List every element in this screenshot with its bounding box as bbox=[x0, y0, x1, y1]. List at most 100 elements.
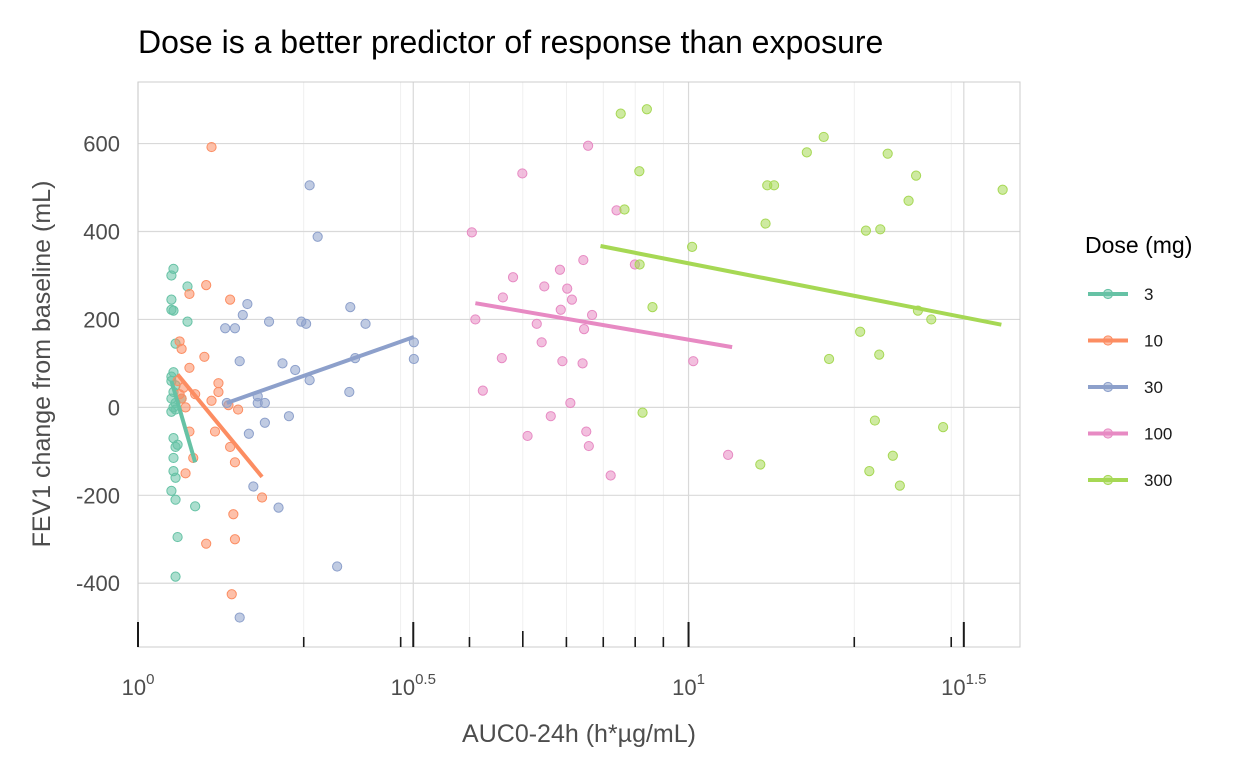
data-point bbox=[497, 292, 508, 303]
fit-line-30-mg bbox=[226, 335, 415, 405]
data-point bbox=[496, 353, 507, 364]
data-point bbox=[926, 314, 937, 325]
data-point bbox=[801, 147, 812, 158]
legend-item: 30 bbox=[1088, 378, 1163, 397]
data-point bbox=[182, 316, 193, 327]
data-point bbox=[229, 323, 241, 334]
data-point bbox=[225, 441, 236, 453]
data-point bbox=[619, 204, 630, 215]
data-point bbox=[243, 428, 254, 439]
plot-panel bbox=[137, 81, 1021, 648]
data-point bbox=[166, 485, 177, 497]
data-point bbox=[823, 353, 835, 365]
legend-item: 100 bbox=[1088, 425, 1172, 444]
data-point bbox=[184, 288, 195, 300]
legend-label: 3 bbox=[1144, 285, 1153, 304]
x-tick-label: 101.5 bbox=[941, 671, 986, 700]
x-axis-title: AUC0-24h (h*µg/mL) bbox=[462, 720, 696, 748]
data-point bbox=[578, 324, 590, 335]
data-point bbox=[345, 302, 356, 313]
data-point bbox=[168, 452, 179, 464]
data-point bbox=[209, 426, 221, 437]
data-point bbox=[201, 538, 212, 549]
data-point bbox=[304, 180, 315, 191]
data-point bbox=[172, 531, 183, 543]
data-point bbox=[168, 263, 179, 274]
data-point bbox=[903, 195, 914, 206]
data-point bbox=[176, 343, 187, 354]
data-point bbox=[170, 571, 181, 582]
data-point bbox=[875, 224, 886, 235]
y-tick-label: -400 bbox=[76, 571, 120, 596]
chart-title: Dose is a better predictor of response t… bbox=[138, 24, 883, 60]
data-point bbox=[768, 180, 780, 191]
data-point bbox=[760, 218, 771, 229]
data-point bbox=[199, 351, 210, 362]
legend-title: Dose (mg) bbox=[1085, 232, 1192, 258]
series-30-mg bbox=[220, 180, 419, 623]
series-100-mg bbox=[466, 140, 734, 481]
data-point bbox=[360, 318, 371, 329]
data-point bbox=[344, 386, 355, 398]
data-point bbox=[206, 141, 217, 153]
legend-label: 30 bbox=[1144, 378, 1163, 397]
data-point bbox=[887, 450, 898, 461]
data-point bbox=[259, 417, 270, 428]
data-point bbox=[583, 440, 594, 452]
y-tick-label: 600 bbox=[83, 132, 120, 157]
data-point bbox=[641, 104, 652, 115]
legend-key-point bbox=[1102, 428, 1114, 439]
data-point bbox=[545, 411, 556, 422]
data-point bbox=[190, 501, 201, 512]
data-point bbox=[466, 227, 477, 238]
legend-key-point bbox=[1102, 381, 1114, 393]
legend-items: 3 10 30 100 300 bbox=[1088, 285, 1172, 490]
data-point bbox=[566, 294, 578, 305]
data-point bbox=[688, 356, 699, 367]
series-300-mg bbox=[615, 104, 1008, 491]
data-point bbox=[723, 449, 734, 460]
data-point bbox=[578, 254, 589, 266]
data-point bbox=[184, 362, 195, 373]
data-point bbox=[531, 318, 542, 329]
data-point bbox=[213, 386, 224, 398]
data-point bbox=[860, 225, 872, 236]
legend-key-point bbox=[1102, 288, 1114, 300]
data-point bbox=[634, 259, 645, 270]
legend-item: 10 bbox=[1088, 332, 1163, 351]
data-point bbox=[180, 468, 191, 479]
data-point bbox=[206, 395, 217, 406]
data-point bbox=[237, 309, 248, 321]
data-point bbox=[522, 430, 533, 442]
x-tick-label: 100 bbox=[122, 671, 155, 700]
x-tick-label: 101 bbox=[672, 671, 705, 700]
data-point bbox=[470, 314, 481, 325]
data-point bbox=[332, 561, 343, 572]
data-point bbox=[647, 302, 658, 313]
data-point bbox=[225, 294, 236, 305]
y-axis-title: FEV1 change from baseline (mL) bbox=[28, 181, 56, 548]
x-tick-label: 100.5 bbox=[391, 671, 436, 700]
data-point bbox=[894, 480, 905, 491]
data-point bbox=[312, 231, 323, 242]
data-point bbox=[536, 337, 547, 348]
data-point bbox=[242, 298, 253, 310]
data-point bbox=[565, 397, 576, 409]
data-point bbox=[615, 108, 626, 119]
fit-line-3-mg bbox=[169, 380, 198, 463]
data-point bbox=[562, 283, 573, 294]
data-point bbox=[687, 241, 698, 252]
data-point bbox=[557, 356, 568, 367]
legend-item: 300 bbox=[1088, 471, 1172, 490]
data-point bbox=[864, 466, 875, 477]
legend-key-point bbox=[1102, 335, 1114, 346]
data-point bbox=[605, 470, 616, 481]
fit-line-10-mg bbox=[176, 373, 264, 479]
y-tick-label: 400 bbox=[83, 219, 120, 244]
data-point bbox=[408, 353, 419, 365]
data-point bbox=[226, 589, 237, 600]
data-point bbox=[577, 358, 588, 369]
x-axis: 100 100.5 101 101.5 bbox=[122, 622, 986, 700]
data-point bbox=[229, 534, 241, 545]
data-point bbox=[170, 472, 181, 483]
